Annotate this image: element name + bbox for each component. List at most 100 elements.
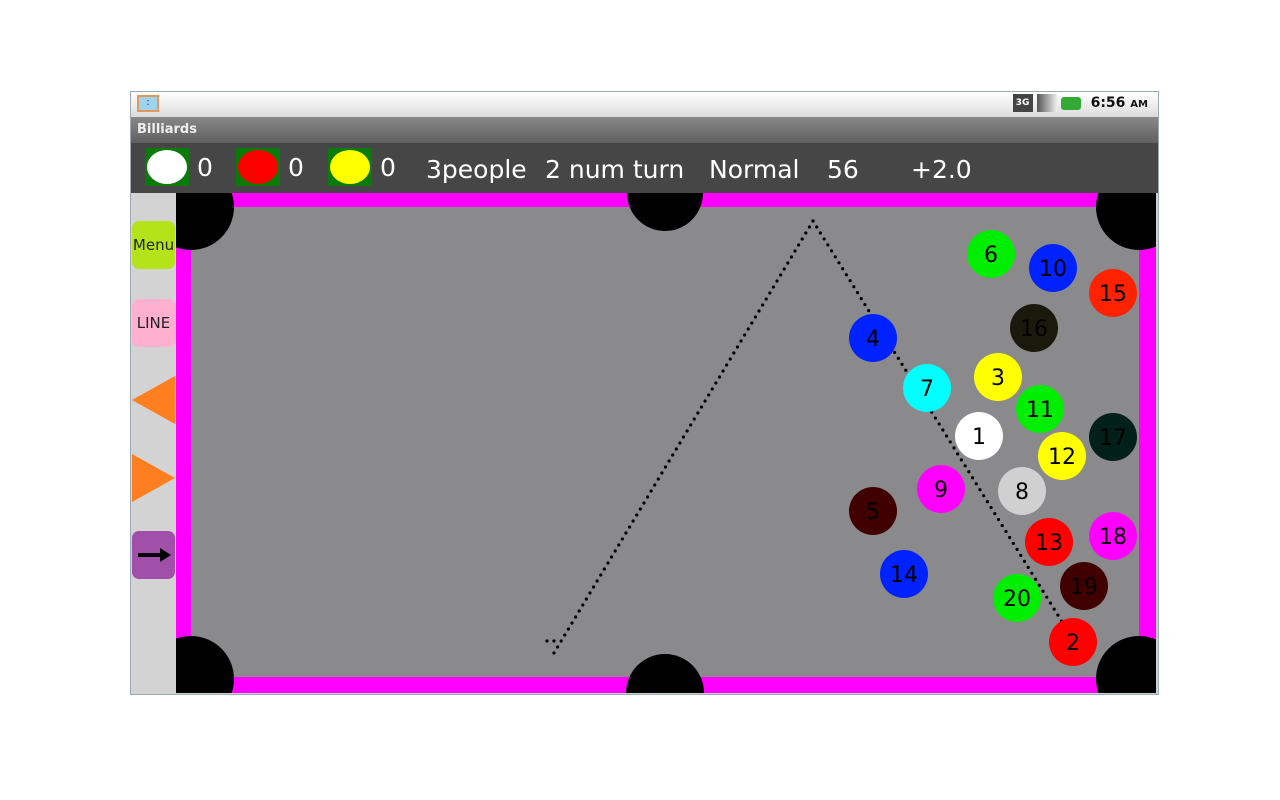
ball-number: 18: [1099, 525, 1127, 550]
aim-line-dot: [837, 261, 841, 265]
players-count: 3people: [426, 155, 527, 184]
aim-line-dot: [692, 417, 696, 421]
aim-line-dot: [753, 315, 758, 319]
aim-line-dot: [566, 627, 570, 631]
aim-line-dot: [822, 237, 826, 241]
aim-line-dot: [642, 501, 646, 505]
aim-line-dot: [613, 549, 617, 553]
aim-line-dot: [993, 511, 997, 516]
aim-line-dot: [649, 489, 653, 493]
aim-line-dot: [739, 339, 743, 343]
aim-line-dot: [844, 273, 848, 277]
ball-body: [1025, 518, 1073, 566]
ball-body: [1089, 512, 1137, 560]
aim-line-dot: [1045, 595, 1049, 599]
player-score-yellow: 0: [328, 148, 396, 186]
aim-line-dot: [944, 434, 949, 438]
info-bar: 0 0 0 3people 2 num turn Normal 56 +2.0: [131, 143, 1158, 193]
aim-line-dot: [852, 285, 856, 289]
ball-4: 4: [849, 314, 897, 362]
player-score-red: 0: [236, 148, 304, 186]
ball-body: [1060, 562, 1108, 610]
ball-10: 10: [1029, 244, 1077, 292]
ball-number: 2: [1066, 631, 1080, 656]
aim-line-dot: [584, 597, 588, 601]
aim-line-dot: [1015, 547, 1019, 552]
shoot-button[interactable]: [132, 531, 175, 579]
aim-line-dot: [667, 459, 671, 463]
player-score-white: 0: [145, 148, 213, 186]
aim-line-dot: [959, 458, 964, 462]
aim-line-dot: [1056, 613, 1060, 617]
aim-line-dot: [775, 279, 779, 283]
pocket: [627, 193, 703, 231]
ball-number: 15: [1099, 282, 1127, 307]
aim-line-dot: [591, 585, 596, 589]
ball-body: [1010, 304, 1058, 352]
signal-icon: [1036, 94, 1057, 112]
aim-line-dot: [707, 393, 711, 397]
aim-line-dot: [1052, 607, 1056, 611]
aim-line-dot: [904, 368, 908, 372]
aim-line-dot: [645, 495, 650, 499]
aim-line-dot: [699, 405, 704, 409]
ball-number: 17: [1099, 426, 1127, 451]
aim-line-dot: [696, 411, 700, 415]
aim-line-dot: [606, 561, 610, 565]
billiards-table[interactable]: 6 10 15 16 4 3 7 11 1 17 12 9 8 5 13 18 14 19 20 2: [176, 193, 1156, 693]
rotate-left-button[interactable]: [132, 376, 175, 424]
aim-line-dot: [663, 465, 668, 469]
ball-9: 9: [917, 465, 965, 513]
aim-line-dot: [963, 464, 967, 468]
aim-line-dot: [829, 249, 834, 253]
aim-line-dot: [721, 369, 725, 373]
rotate-right-button[interactable]: [132, 454, 175, 502]
aim-line-dot: [967, 470, 971, 474]
aim-line-dot: [811, 219, 815, 223]
aim-line-dot: [653, 483, 657, 487]
menu-button[interactable]: Menu: [132, 221, 175, 269]
ball-11: 11: [1016, 385, 1064, 433]
pocket: [176, 193, 234, 250]
aim-line-dot: [1048, 601, 1053, 605]
aim-line-dot: [689, 423, 693, 427]
aim-line-dot: [570, 621, 574, 625]
aim-line-dot: [859, 297, 863, 301]
ball-19: 19: [1060, 562, 1108, 610]
side-controls: Menu LINE: [131, 193, 176, 694]
aim-line-dot: [952, 446, 956, 450]
ball-number: 8: [1015, 480, 1029, 505]
aim-line-dot: [559, 639, 563, 643]
aim-line-dot: [956, 452, 960, 456]
aim-line-dot: [671, 453, 675, 457]
aim-line-dot: [627, 525, 632, 529]
aim-line-dot: [703, 399, 707, 403]
aim-line-dot: [681, 435, 686, 439]
aim-line-dot: [1004, 529, 1008, 534]
aim-line-dot: [1008, 535, 1012, 540]
aim-line-dot: [900, 362, 904, 366]
aim-line-dot: [581, 603, 585, 607]
pocket: [1096, 636, 1156, 693]
turn-indicator: 2 num turn: [545, 155, 685, 184]
ball-body: [917, 465, 965, 513]
aim-line-dot: [893, 350, 897, 354]
yellow-ball-icon: [330, 150, 370, 184]
pocket: [626, 654, 704, 693]
power-value: +2.0: [911, 155, 972, 184]
aim-line-dot: [761, 303, 765, 307]
aim-line-dot: [620, 537, 624, 541]
aim-line-dot: [833, 255, 837, 259]
ball-number: 19: [1070, 575, 1098, 600]
arrow-right-icon: [137, 548, 171, 562]
status-bar: : 3G 6:56 AM: [131, 92, 1158, 117]
battery-charging-icon: [1060, 96, 1081, 110]
aim-line-dot: [573, 615, 578, 619]
aim-line-dot: [779, 273, 783, 277]
ball-13: 13: [1025, 518, 1073, 566]
mode-label: Normal: [709, 155, 800, 184]
aim-line-dot: [974, 482, 978, 486]
aim-line-dot: [563, 633, 567, 637]
line-button[interactable]: LINE: [132, 299, 175, 347]
